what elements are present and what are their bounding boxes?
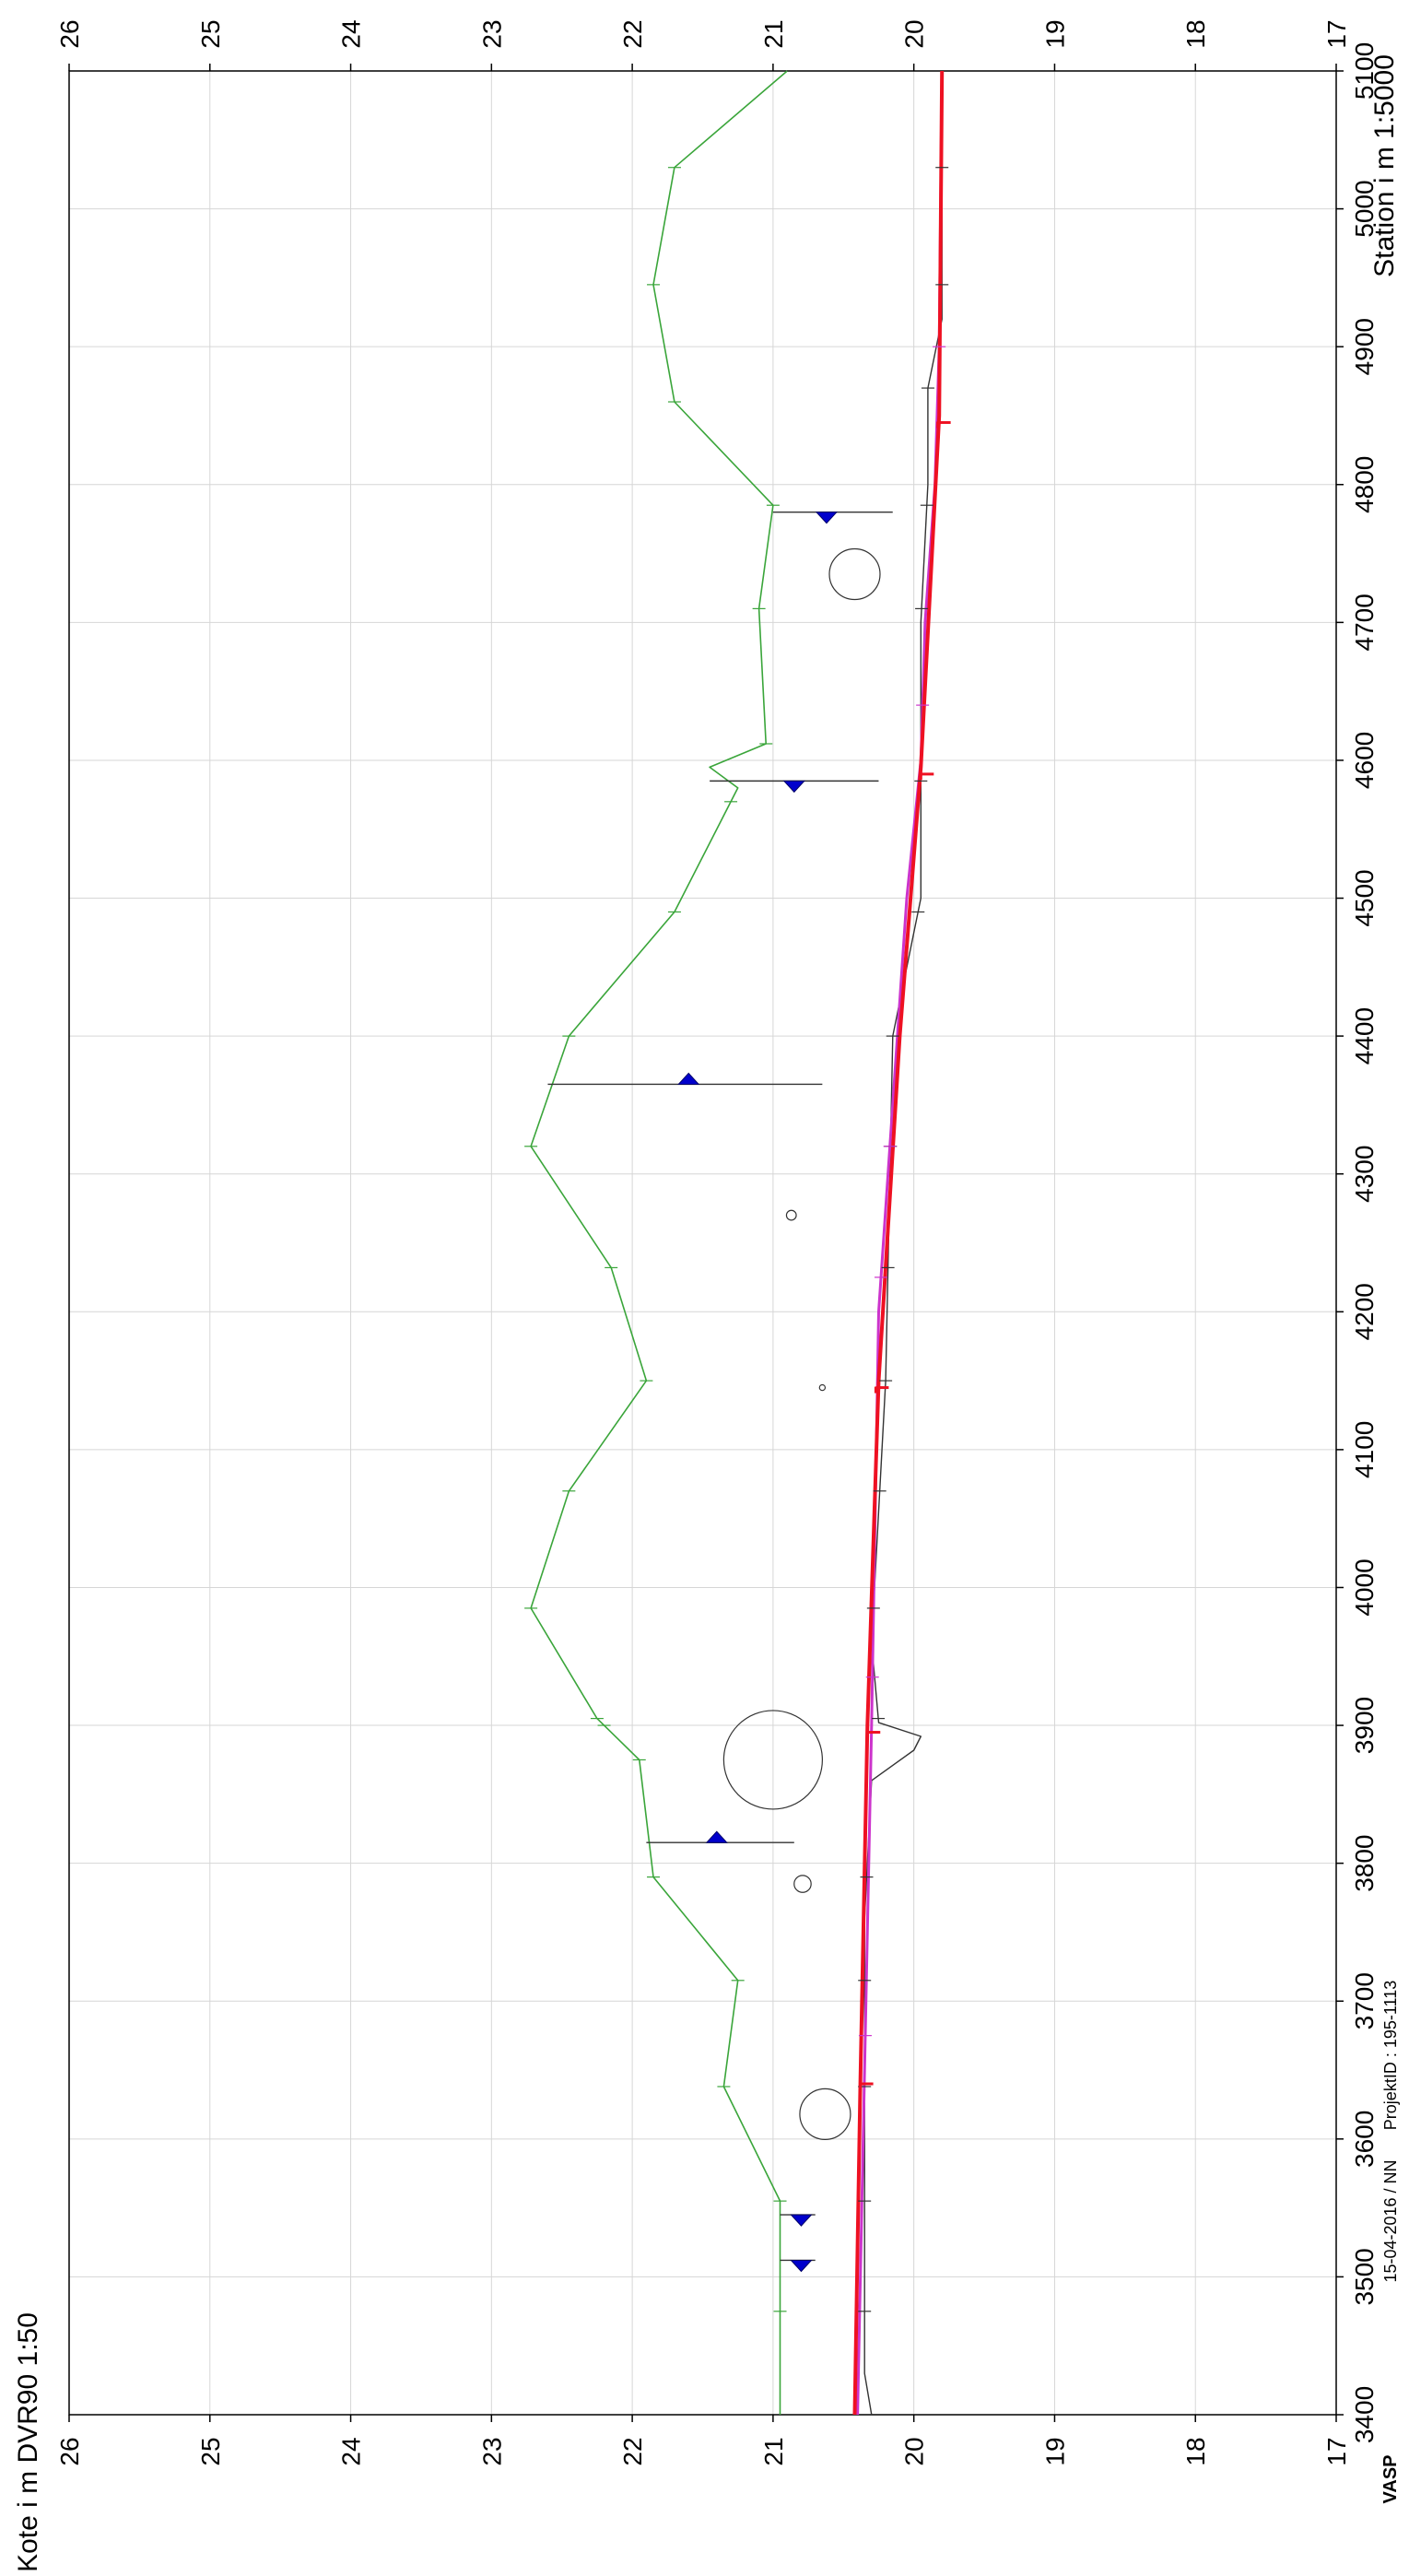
- axis-ticks: 17 17 18 18 19 19 20 20 21 21 22 22 23 23 24 24 25 25 26 26…: [55, 19, 1379, 2465]
- bottom-line: [863, 71, 943, 2416]
- tick-label-kote-top: 22: [618, 19, 647, 48]
- tick-label-kote-top: 20: [900, 19, 929, 48]
- pipe-circle: [818, 1383, 827, 1392]
- tick-label-station: 3500: [1350, 2248, 1379, 2305]
- tick-label-kote-top: 23: [477, 19, 506, 48]
- profile-line-magenta: [856, 70, 944, 2416]
- structure-triangle: [790, 2214, 813, 2227]
- y-axis-label: Kote i m DVR90 1:50: [13, 2312, 43, 2572]
- pipe-circle: [799, 2088, 851, 2140]
- tick-label-station: 4900: [1350, 318, 1379, 375]
- tick-label-kote-bottom: 24: [337, 2437, 366, 2465]
- tick-label-station: 3400: [1350, 2386, 1379, 2443]
- structure-triangle: [790, 2259, 813, 2273]
- pipe-circle: [793, 1875, 812, 1893]
- tick-label-station: 4200: [1350, 1283, 1379, 1340]
- tick-label-kote-bottom: 23: [477, 2437, 506, 2465]
- tick-label-station: 3800: [1350, 1834, 1379, 1891]
- grid: [68, 70, 1337, 2416]
- footer-project: ProjektID : 195-1113: [1381, 1981, 1400, 2130]
- tick-label-station: 3900: [1350, 1697, 1379, 1754]
- structure-triangle: [705, 1830, 728, 1843]
- tick-label-station: 4800: [1350, 456, 1379, 513]
- plot-frame: [68, 70, 1337, 2416]
- tick-label-station: 5000: [1350, 180, 1379, 237]
- pipe-circle: [785, 1209, 797, 1221]
- structure-triangle: [782, 780, 805, 794]
- design-line: [852, 70, 945, 2416]
- pipe-circle: [722, 1710, 823, 1810]
- structure-triangle: [677, 1072, 700, 1085]
- tick-label-kote-bottom: 26: [55, 2437, 84, 2465]
- tick-label-station: 3700: [1350, 1972, 1379, 2029]
- tick-label-kote-bottom: 17: [1322, 2437, 1351, 2465]
- tick-label-kote-bottom: 25: [196, 2437, 225, 2465]
- tick-label-station: 5100: [1350, 42, 1379, 100]
- tick-label-station: 4500: [1350, 869, 1379, 926]
- tick-label-station: 4400: [1350, 1007, 1379, 1065]
- footer-brand: VASP: [1380, 2455, 1401, 2504]
- footer-date: 15-04-2016 / NN: [1381, 2159, 1400, 2282]
- tick-label-station: 4300: [1350, 1146, 1379, 1203]
- tick-label-kote-top: 19: [1040, 19, 1069, 48]
- x-axis-label: Station i m 1:5000: [1369, 54, 1400, 277]
- tick-label-kote-top: 25: [196, 19, 225, 48]
- tick-label-kote-top: 17: [1322, 19, 1351, 48]
- tick-label-kote-bottom: 18: [1181, 2437, 1210, 2465]
- tick-label-kote-top: 18: [1181, 19, 1210, 48]
- terrain-line: [530, 70, 788, 2415]
- tick-label-station: 4700: [1350, 594, 1379, 651]
- tick-label-kote-bottom: 22: [618, 2437, 647, 2465]
- tick-label-kote-bottom: 19: [1040, 2437, 1069, 2465]
- tick-label-kote-top: 24: [337, 19, 366, 48]
- tick-label-kote-bottom: 21: [759, 2437, 788, 2465]
- series: [530, 70, 945, 2416]
- tick-label-kote-top: 26: [55, 19, 84, 48]
- tick-label-station: 4600: [1350, 732, 1379, 789]
- tick-label-kote-top: 21: [759, 19, 788, 48]
- tick-label-station: 3600: [1350, 2111, 1379, 2168]
- tick-label-kote-bottom: 20: [900, 2437, 929, 2465]
- structure-triangle: [815, 512, 839, 524]
- pipe-circle: [828, 547, 881, 601]
- markers: [524, 167, 951, 2312]
- tick-label-station: 4100: [1350, 1421, 1379, 1478]
- tick-label-station: 4000: [1350, 1559, 1379, 1616]
